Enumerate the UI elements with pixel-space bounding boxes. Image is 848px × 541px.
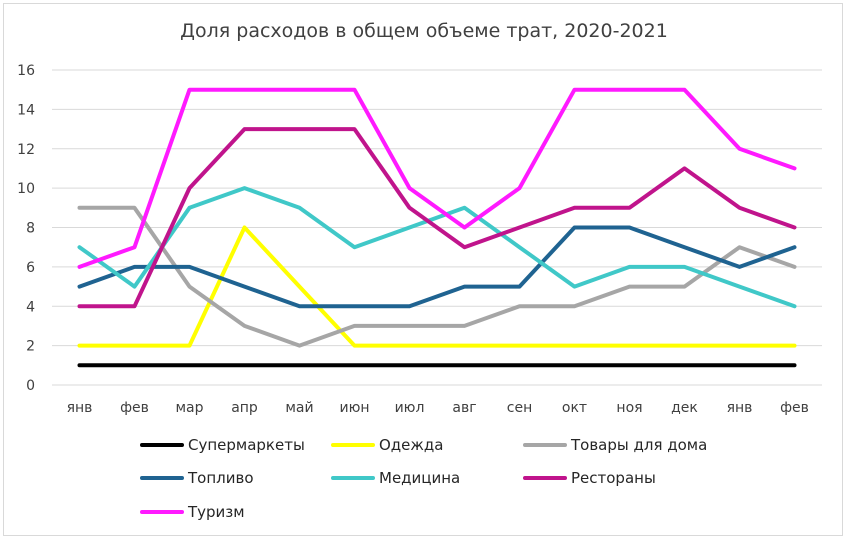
x-tick-label: ноя: [616, 400, 642, 416]
series-line-2: [77, 205, 797, 348]
legend-entry: Топливо: [140, 469, 254, 487]
y-tick-label: 8: [26, 221, 35, 237]
legend-entry: Туризм: [140, 503, 245, 521]
series-line-5: [77, 127, 797, 309]
legend-entry: Рестораны: [523, 469, 656, 487]
y-axis-ticks: 0 2 4 6 8 10 12 14 16: [17, 63, 35, 394]
y-tick-label: 2: [26, 339, 35, 355]
x-tick-label: апр: [231, 400, 258, 416]
x-tick-label: июн: [339, 400, 369, 416]
x-tick-label: сен: [507, 400, 532, 416]
y-tick-label: 4: [26, 299, 35, 315]
y-tick-label: 10: [17, 181, 35, 197]
x-tick-label: дек: [671, 400, 698, 416]
y-tick-label: 0: [26, 378, 35, 394]
x-tick-label: фев: [780, 400, 809, 416]
series-line-3: [77, 225, 797, 309]
legend-label: Рестораны: [571, 469, 656, 487]
legend-label: Туризм: [187, 503, 245, 521]
legend-label: Топливо: [187, 469, 254, 487]
legend-entry: Одежда: [331, 436, 443, 454]
x-tick-label: янв: [67, 400, 93, 416]
legend-entry: Супермаркеты: [140, 436, 305, 454]
x-tick-label: авг: [452, 400, 476, 416]
legend-label: Одежда: [379, 436, 443, 454]
legend-label: Товары для дома: [570, 436, 707, 454]
legend-label: Медицина: [379, 469, 460, 487]
legend-entry: Товары для дома: [523, 436, 707, 454]
gridlines: [52, 69, 822, 386]
y-tick-label: 14: [17, 102, 35, 118]
x-axis-ticks: янв фев мар апр май июн июл авг сен окт ноя дек янв ф…: [67, 400, 809, 416]
chart-title: Доля расходов в общем объеме трат, 2020-…: [180, 20, 668, 42]
chart-frame: [3, 3, 843, 536]
y-tick-label: 6: [26, 260, 35, 276]
legend: Супермаркеты Одежда Товары для дома Топливо…: [140, 436, 707, 521]
x-tick-label: янв: [727, 400, 753, 416]
legend-label: Супермаркеты: [188, 436, 305, 454]
x-tick-label: окт: [562, 400, 587, 416]
series-lines: [77, 87, 797, 368]
legend-entry: Медицина: [331, 469, 460, 487]
series-line-6: [77, 87, 797, 269]
x-tick-label: июл: [395, 400, 425, 416]
y-tick-label: 16: [17, 63, 35, 79]
x-tick-label: фев: [120, 400, 149, 416]
x-tick-label: май: [285, 400, 313, 416]
y-tick-label: 12: [17, 142, 35, 158]
series-line-1: [77, 225, 797, 348]
series-line-4: [77, 186, 797, 309]
x-tick-label: мар: [175, 400, 203, 416]
